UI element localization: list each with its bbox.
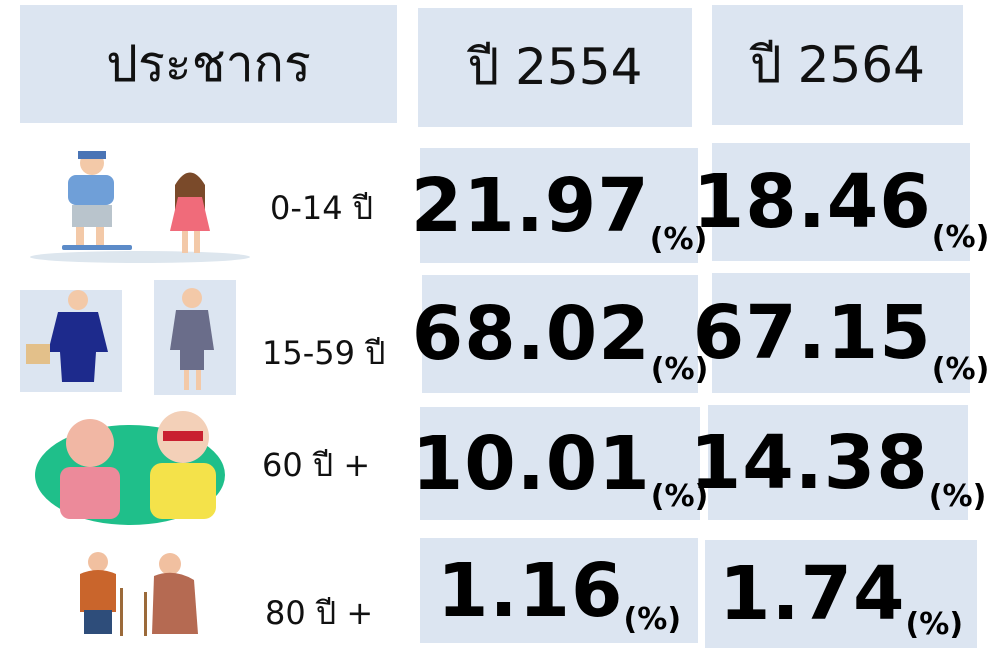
row-label: 80 ปี + <box>265 594 374 632</box>
illustration-children <box>30 151 250 263</box>
value: 67.15 <box>692 290 932 376</box>
unit: (%) <box>623 602 682 637</box>
illustration-adults <box>20 280 236 395</box>
unit: (%) <box>931 220 990 255</box>
illustration-very-old <box>80 552 198 636</box>
value-cell: 14.38 (%) <box>690 405 986 520</box>
unit: (%) <box>928 479 987 514</box>
value-cell: 18.46 (%) <box>693 143 989 261</box>
row-label: 60 ปี + <box>262 446 371 484</box>
row-label: 15-59 ปี <box>262 334 386 372</box>
value-cell: 1.74 (%) <box>705 540 977 648</box>
value: 14.38 <box>689 419 929 506</box>
value-cell: 68.02 (%) <box>412 275 708 393</box>
value: 1.74 <box>718 551 906 637</box>
unit: (%) <box>905 607 964 642</box>
unit: (%) <box>650 479 709 514</box>
value-cell: 10.01 (%) <box>412 407 708 520</box>
value-cell: 67.15 (%) <box>693 273 989 393</box>
value: 10.01 <box>411 420 651 507</box>
value: 68.02 <box>411 291 651 377</box>
unit: (%) <box>649 222 708 257</box>
value-cell: 1.16 (%) <box>420 538 698 643</box>
header-cell: ประชากร <box>20 5 397 123</box>
value: 18.46 <box>692 159 932 245</box>
row-label: 0-14 ปี <box>270 189 374 227</box>
value: 1.16 <box>436 547 624 634</box>
header-cell: ปี 2564 <box>712 5 963 125</box>
value-cell: 21.97 (%) <box>411 148 707 263</box>
header-cell: ปี 2554 <box>418 8 692 127</box>
unit: (%) <box>931 352 990 387</box>
unit: (%) <box>650 352 709 387</box>
value: 21.97 <box>410 162 650 249</box>
illustration-elderly <box>35 411 225 525</box>
